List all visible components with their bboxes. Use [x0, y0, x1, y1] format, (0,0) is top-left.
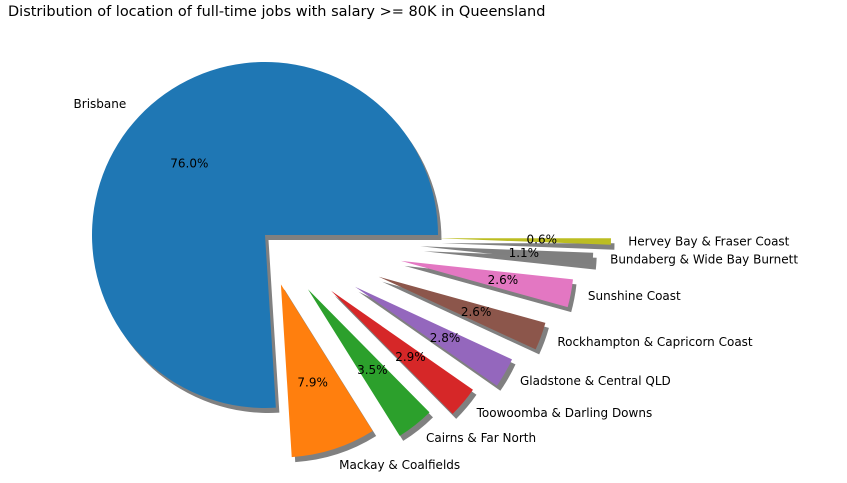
slice-shadow-hervey-bay-and-fraser-coast [441, 243, 615, 250]
slice-cairns-and-far-north [307, 289, 430, 436]
pct-label-gladstone-and-central-qld: 2.8% [430, 331, 461, 345]
slice-bundaberg-and-wide-bay-burnett [420, 246, 594, 265]
slice-shadow-bundaberg-and-wide-bay-burnett [423, 251, 597, 270]
chart-title: Distribution of location of full-time jo… [8, 4, 546, 20]
pct-label-brisbane: 76.0% [170, 156, 208, 170]
slice-label-mackay-and-coalfields: Mackay & Coalfields [339, 458, 460, 472]
slice-toowoomba-and-darling-downs [331, 290, 473, 414]
pct-label-cairns-and-far-north: 3.5% [357, 363, 388, 377]
slice-label-brisbane: Brisbane [74, 97, 127, 111]
slice-rockhampton-and-capricorn-coast [378, 276, 546, 350]
slice-shadow-sunshine-coast [404, 265, 577, 313]
slice-label-hervey-bay-and-fraser-coast: Hervey Bay & Fraser Coast [628, 234, 789, 248]
slice-mackay-and-coalfields [280, 284, 373, 458]
slice-shadow-rockhampton-and-capricorn-coast [382, 281, 549, 355]
slice-label-rockhampton-and-capricorn-coast: Rockhampton & Capricorn Coast [557, 335, 753, 349]
slice-brisbane [92, 61, 439, 408]
pct-label-rockhampton-and-capricorn-coast: 2.6% [461, 305, 492, 319]
slice-label-bundaberg-and-wide-bay-burnett: Bundaberg & Wide Bay Burnett [610, 252, 798, 266]
slice-gladstone-and-central-qld [355, 286, 512, 386]
pct-label-hervey-bay-and-fraser-coast: 0.6% [527, 233, 558, 247]
slice-label-sunshine-coast: Sunshine Coast [588, 289, 681, 303]
slice-label-gladstone-and-central-qld: Gladstone & Central QLD [520, 374, 671, 388]
pct-label-mackay-and-coalfields: 7.9% [297, 376, 328, 390]
slice-label-toowoomba-and-darling-downs: Toowoomba & Darling Downs [476, 406, 653, 420]
slice-sunshine-coast [400, 260, 573, 308]
pct-label-sunshine-coast: 2.6% [488, 273, 519, 287]
slice-hervey-bay-and-fraser-coast [437, 238, 611, 245]
pct-label-bundaberg-and-wide-bay-burnett: 1.1% [509, 246, 540, 260]
pct-label-toowoomba-and-darling-downs: 2.9% [395, 350, 426, 364]
slice-label-cairns-and-far-north: Cairns & Far North [426, 431, 536, 445]
